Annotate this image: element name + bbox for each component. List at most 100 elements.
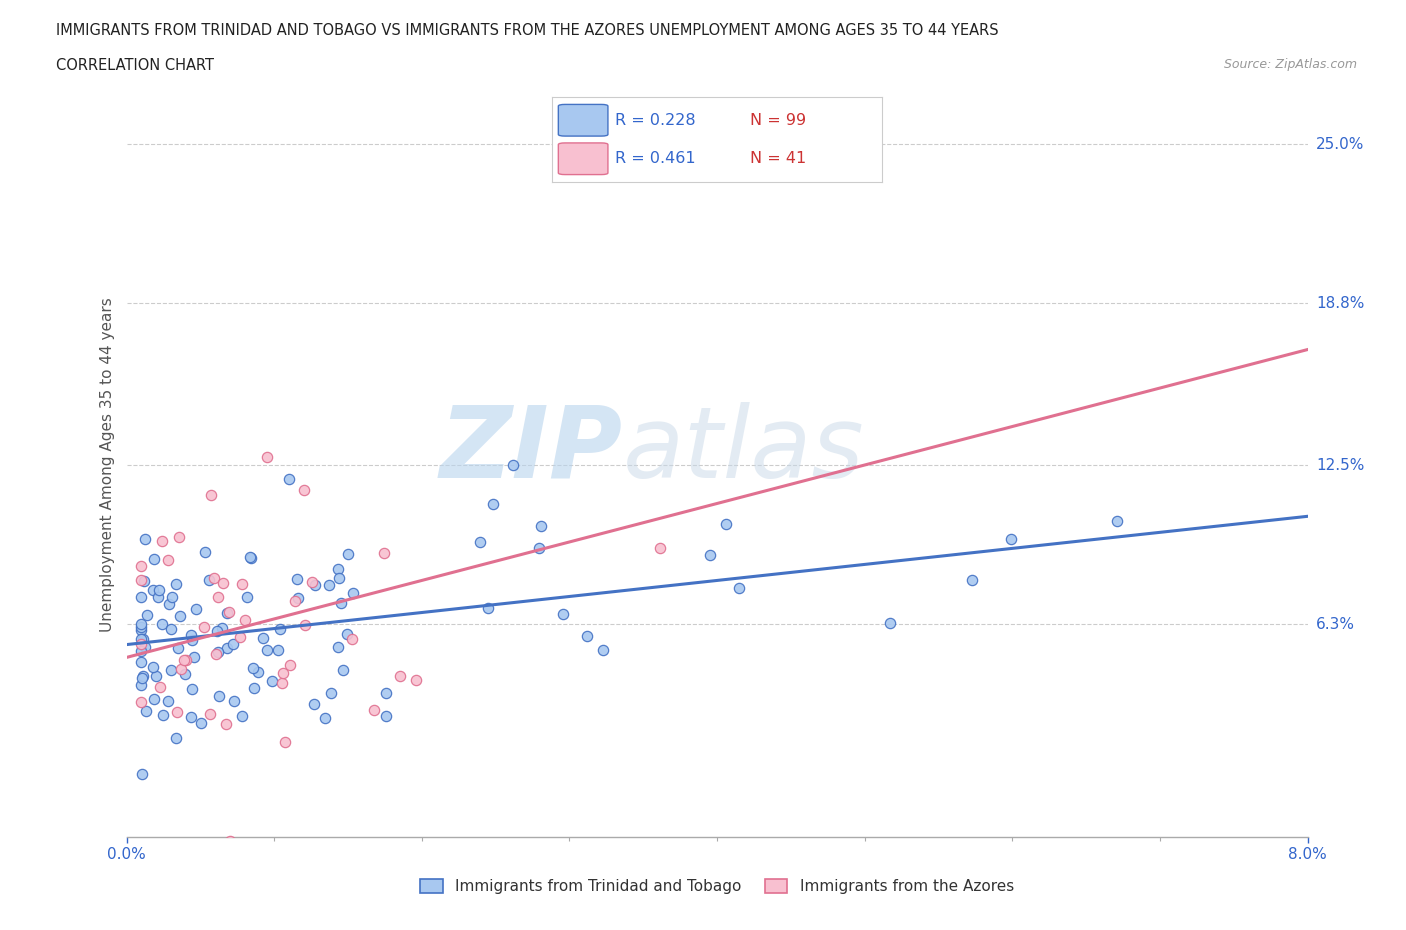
Point (184, 602, 207, 617)
Point (149, 679, 172, 694)
Point (143, 551, 166, 566)
Point (165, 730, 187, 745)
Point (145, 872, 167, 887)
Point (180, 632, 202, 647)
Point (294, 618, 316, 632)
Point (142, 582, 165, 597)
Point (530, 519, 553, 534)
Point (129, 623, 153, 638)
Point (134, 639, 156, 654)
Point (208, 688, 231, 703)
Point (129, 695, 153, 710)
Point (152, 708, 174, 723)
Point (148, 582, 170, 597)
Point (215, 716, 238, 731)
Point (157, 596, 180, 611)
Point (169, 608, 191, 623)
Point (167, 529, 190, 544)
Point (173, 653, 195, 668)
Point (269, 622, 291, 637)
Point (166, 705, 188, 720)
Point (576, 629, 599, 644)
Text: IMMIGRANTS FROM TRINIDAD AND TOBAGO VS IMMIGRANTS FROM THE AZORES UNEMPLOYMENT A: IMMIGRANTS FROM TRINIDAD AND TOBAGO VS I… (56, 23, 998, 38)
Point (1000, 532, 1022, 547)
Point (482, 496, 505, 511)
Point (363, 702, 385, 717)
Point (132, 574, 155, 589)
Point (212, 576, 235, 591)
Point (375, 709, 398, 724)
Point (156, 694, 179, 709)
Point (239, 550, 262, 565)
Point (231, 709, 253, 724)
Point (211, 620, 233, 635)
Point (159, 662, 181, 677)
Point (142, 692, 165, 707)
Point (132, 631, 155, 646)
Point (304, 578, 326, 592)
Text: 6.3%: 6.3% (1316, 617, 1355, 631)
Point (136, 607, 159, 622)
Point (198, 572, 221, 587)
Point (132, 669, 155, 684)
Point (129, 644, 153, 658)
Point (198, 706, 221, 721)
Point (156, 552, 179, 567)
Point (332, 662, 354, 677)
Point (218, 604, 240, 619)
Point (129, 616, 153, 631)
Point (373, 545, 395, 560)
Point (326, 561, 349, 576)
Point (592, 643, 614, 658)
Point (170, 661, 193, 676)
Point (278, 658, 301, 672)
Point (1105, 513, 1128, 528)
Point (150, 617, 173, 631)
Legend: Immigrants from Trinidad and Tobago, Immigrants from the Azores: Immigrants from Trinidad and Tobago, Imm… (413, 872, 1021, 900)
Point (160, 590, 183, 604)
Point (468, 535, 491, 550)
Point (173, 666, 195, 681)
Point (405, 672, 427, 687)
Point (129, 654, 153, 669)
Point (960, 573, 983, 588)
Point (145, 669, 167, 684)
Point (167, 641, 190, 656)
Point (879, 616, 901, 631)
Point (202, 571, 225, 586)
Point (183, 649, 205, 664)
Point (231, 577, 253, 591)
Point (146, 590, 169, 604)
Point (131, 766, 153, 781)
Point (727, 580, 749, 595)
Point (270, 675, 292, 690)
Point (222, 636, 245, 651)
Point (129, 637, 153, 652)
Point (477, 601, 499, 616)
Point (330, 595, 353, 610)
Text: 25.0%: 25.0% (1316, 137, 1364, 152)
Point (502, 458, 524, 472)
Y-axis label: Unemployment Among Ages 35 to 44 years: Unemployment Among Ages 35 to 44 years (100, 298, 115, 632)
Point (267, 643, 290, 658)
Point (215, 605, 238, 620)
Point (129, 590, 153, 604)
Point (285, 572, 308, 587)
Point (287, 591, 309, 605)
Point (342, 586, 364, 601)
Point (142, 659, 165, 674)
Point (129, 573, 153, 588)
Point (321, 685, 343, 700)
Point (553, 607, 575, 622)
Point (388, 669, 411, 684)
Point (207, 645, 229, 660)
Point (224, 693, 246, 708)
Point (159, 621, 181, 636)
Point (337, 546, 360, 561)
Point (246, 665, 269, 680)
Point (152, 534, 174, 549)
Point (229, 630, 252, 644)
Point (194, 545, 217, 560)
Point (233, 613, 256, 628)
Point (236, 590, 259, 604)
